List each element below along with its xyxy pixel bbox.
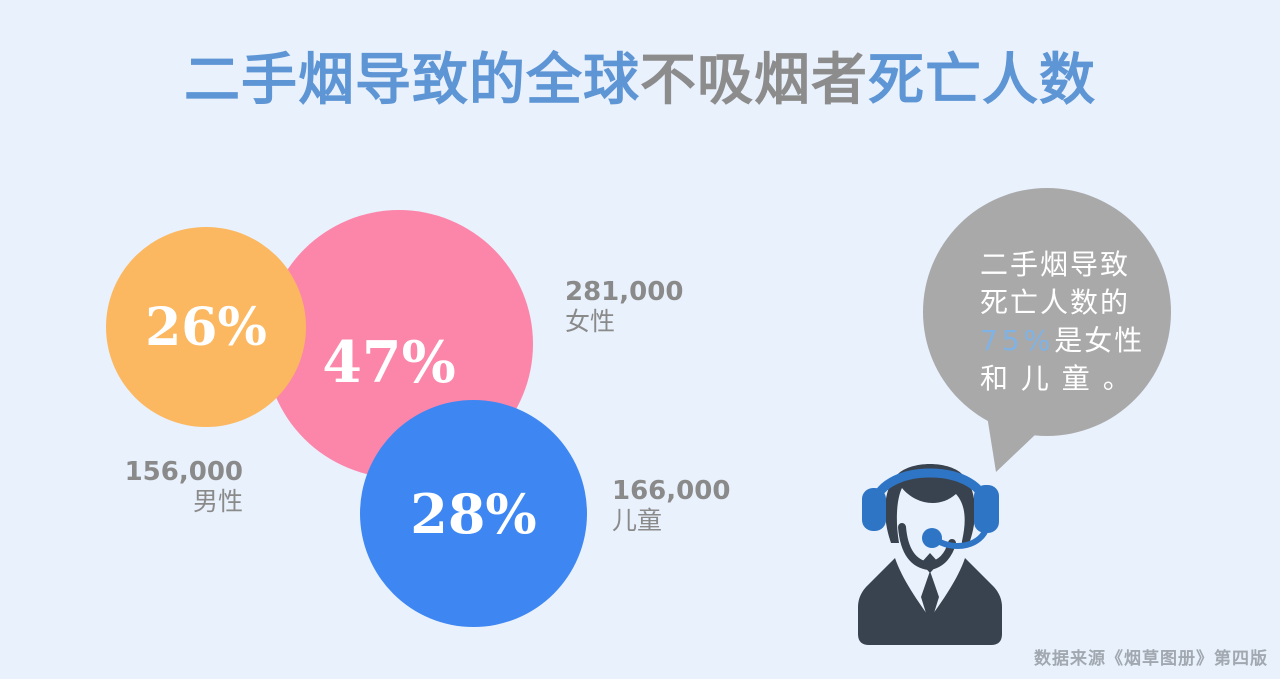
page-title: 二手烟导致的全球不吸烟者死亡人数 — [0, 50, 1280, 112]
label-women: 281,000 女性 — [565, 277, 684, 337]
bubble-men: 26% — [106, 227, 306, 427]
title-segment-cause: 二手烟导致的全球 — [184, 48, 640, 113]
callout-pre-text: 二手烟导致 死亡人数的 — [980, 248, 1131, 319]
bubble-children: 28% — [360, 400, 587, 627]
label-men: 156,000 男性 — [120, 457, 243, 517]
speech-bubble — [923, 188, 1171, 436]
women-group-name: 女性 — [565, 307, 616, 336]
children-group-name: 儿童 — [612, 506, 663, 535]
agent-microphone-icon — [922, 528, 942, 548]
callout-post-text: 是女性 和 儿 童 。 — [980, 324, 1145, 395]
data-source-note: 数据来源《烟草图册》第四版 — [1034, 649, 1268, 669]
customer-support-agent-icon — [858, 464, 1002, 645]
speech-bubble-text: 二手烟导致 死亡人数的 75%是女性 和 儿 童 。 — [980, 246, 1150, 398]
callout-highlight-percent: 75% — [980, 324, 1055, 357]
children-death-count: 166,000 — [612, 476, 731, 506]
agent-headset-icon — [862, 468, 999, 550]
title-segment-deaths: 死亡人数 — [868, 48, 1096, 113]
agent-hair — [885, 464, 976, 571]
percent-label-men: 26% — [145, 296, 267, 358]
title-segment-nonsmokers: 不吸烟者 — [640, 48, 868, 113]
percent-label-women: 47% — [322, 328, 456, 396]
men-group-name: 男性 — [192, 487, 243, 516]
label-children: 166,000 儿童 — [612, 476, 731, 536]
women-death-count: 281,000 — [565, 277, 684, 307]
percent-label-children: 28% — [410, 481, 537, 546]
men-death-count: 156,000 — [124, 457, 243, 487]
